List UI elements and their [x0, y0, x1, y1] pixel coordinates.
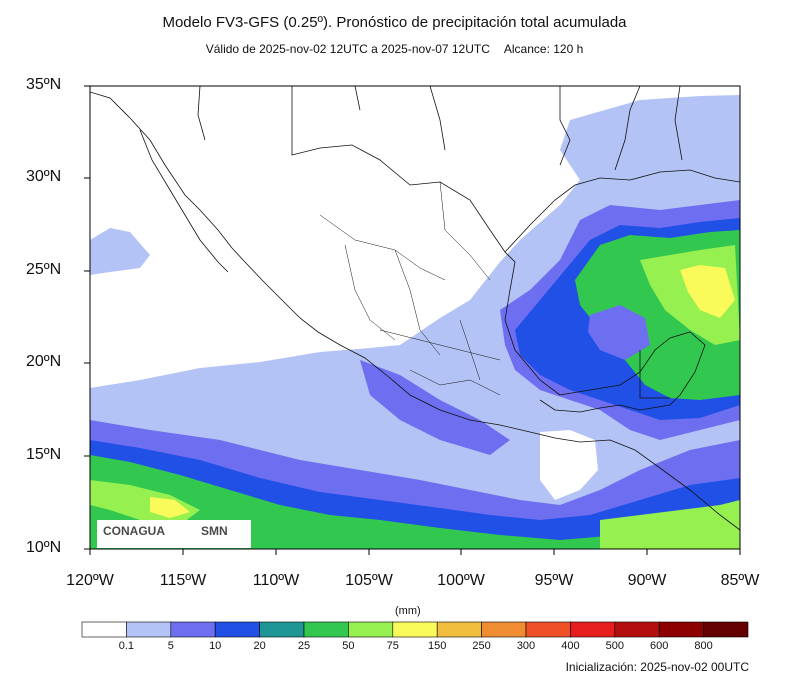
colorbar-tick-label: 600	[650, 640, 669, 652]
logo-box: CONAGUA SMN	[97, 520, 251, 548]
map-title: Modelo FV3-GFS (0.25º). Pronóstico de pr…	[162, 14, 627, 31]
smn-logo: SMN	[201, 524, 228, 538]
colorbar-swatch	[525, 621, 571, 638]
colorbar-tick-label: 800	[694, 640, 713, 652]
colorbar-tick-label: 50	[342, 640, 355, 652]
colorbar-swatch	[259, 621, 305, 638]
colorbar-units: (mm)	[395, 605, 421, 617]
forecast-range: Alcance: 120 h	[503, 42, 584, 56]
colorbar-tick-label: 400	[561, 640, 580, 652]
lon-label-105: 105ºW	[345, 572, 393, 589]
state-borders	[319, 181, 501, 396]
lat-label-30: 30ºN	[26, 168, 62, 185]
map-frame	[89, 85, 741, 550]
colorbar-swatch	[348, 621, 394, 638]
lon-label-110: 110ºW	[252, 572, 300, 589]
lat-label-10: 10ºN	[26, 539, 62, 556]
colorbar-swatch	[658, 621, 704, 638]
colorbar-swatch	[436, 621, 482, 638]
colorbar-swatch	[303, 621, 349, 638]
valid-period: Válido de 2025-nov-02 12UTC a 2025-nov-0…	[205, 42, 490, 56]
colorbar-swatch	[214, 621, 260, 638]
colorbar-swatch	[126, 621, 172, 638]
colorbar-tick-label: 150	[428, 640, 447, 652]
lat-label-15: 15ºN	[26, 446, 62, 463]
colorbar-swatch	[614, 621, 660, 638]
colorbar-swatch	[481, 621, 527, 638]
colorbar-tick-label: 5	[167, 640, 174, 652]
conagua-logo: CONAGUA	[103, 524, 165, 538]
colorbar-swatch	[170, 621, 216, 638]
colorbar-tick-label: 10	[209, 640, 222, 652]
lon-label-115: 115ºW	[159, 572, 207, 589]
colorbar-tick-label: 75	[386, 640, 399, 652]
lon-label-95: 95ºW	[534, 572, 574, 589]
colorbar-tick-label: 20	[253, 640, 266, 652]
coastlines	[90, 86, 740, 531]
colorbar-tick-label: 250	[472, 640, 491, 652]
axis-ticks	[84, 85, 741, 555]
lon-label-100: 100ºW	[437, 572, 485, 589]
lat-label-20: 20ºN	[26, 353, 62, 370]
colorbar	[81, 621, 749, 638]
colorbar-swatch	[392, 621, 438, 638]
colorbar-swatch	[81, 621, 127, 638]
lat-label-25: 25ºN	[26, 261, 62, 278]
colorbar-swatch	[703, 621, 749, 638]
colorbar-tick-label: 500	[605, 640, 624, 652]
lon-label-85: 85ºW	[720, 572, 760, 589]
colorbar-swatch	[570, 621, 616, 638]
lon-label-120: 120ºW	[66, 572, 114, 589]
precip-field	[90, 86, 740, 549]
initialization-time: Inicialización: 2025-nov-02 00UTC	[565, 660, 749, 674]
lat-label-35: 35ºN	[26, 76, 62, 93]
colorbar-tick-label: 300	[516, 640, 536, 652]
colorbar-tick-label: 0.1	[118, 640, 135, 652]
map-subtitle: Válido de 2025-nov-02 12UTC a 2025-nov-0…	[0, 42, 789, 56]
colorbar-tick-label: 25	[297, 640, 311, 652]
lon-label-90: 90ºW	[627, 572, 667, 589]
